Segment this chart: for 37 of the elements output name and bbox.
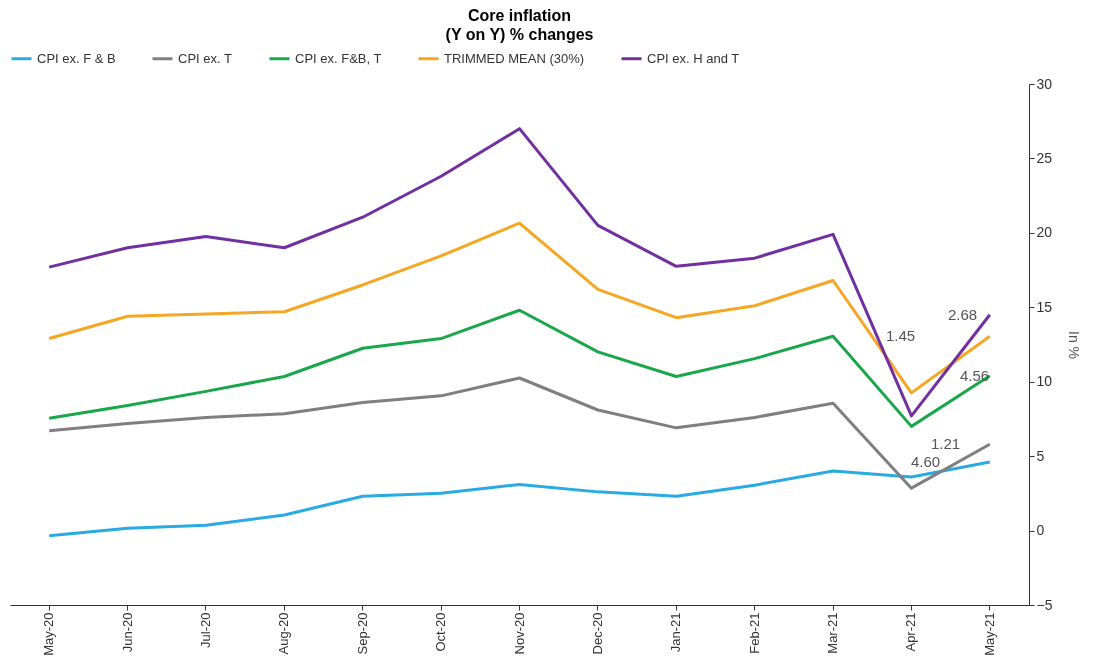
annotation: 4.56: [960, 366, 990, 384]
line-series: [47, 308, 992, 428]
x-tick-label: May-20: [41, 612, 57, 656]
line-series: [47, 221, 992, 395]
y-tick-label: 10: [1036, 373, 1053, 390]
legend-label: CPI ex. T: [178, 50, 232, 66]
y-tick-label: 30: [1036, 75, 1053, 92]
x-tick-label: Nov-20: [511, 612, 527, 655]
y-tick-label: 25: [1036, 149, 1053, 166]
x-tick-label: Dec-20: [589, 612, 605, 655]
legend-label: CPI ex. F & B: [37, 50, 116, 66]
x-tick-label: Jan-21: [668, 612, 684, 653]
x-tick-label: Sep-20: [354, 612, 370, 655]
y-tick-label: 5: [1036, 447, 1045, 464]
legend-label: TRIMMED MEAN (30%): [444, 50, 585, 66]
annotation: 4.60: [911, 453, 941, 471]
chart-subtitle: (Y on Y) % changes: [445, 26, 594, 43]
annotation: 1.21: [931, 435, 961, 453]
x-tick-label: Feb-21: [746, 612, 762, 654]
x-tick-label: Jul-20: [197, 612, 213, 648]
x-tick-label: Mar-21: [825, 612, 841, 654]
annotation: 2.68: [948, 305, 978, 323]
y-tick-label: 0: [1036, 522, 1045, 539]
legend-label: CPI ex. F&B, T: [295, 50, 382, 66]
chart-title: Core inflation: [467, 7, 572, 24]
legend-label: CPI ex. H and T: [647, 50, 740, 66]
y-tick-label: 15: [1036, 298, 1053, 315]
y-tick-label: 20: [1036, 224, 1053, 241]
y-axis-title: In %: [1066, 330, 1083, 360]
x-tick-label: Apr-21: [903, 612, 919, 652]
y-tick-label: −5: [1036, 596, 1053, 613]
x-tick-label: May-21: [981, 612, 997, 656]
x-tick-label: Jun-20: [119, 612, 135, 653]
x-tick-label: Aug-20: [276, 612, 292, 655]
annotation: 1.45: [886, 327, 916, 345]
line-series: [47, 127, 992, 418]
x-tick-label: Oct-20: [433, 612, 449, 652]
